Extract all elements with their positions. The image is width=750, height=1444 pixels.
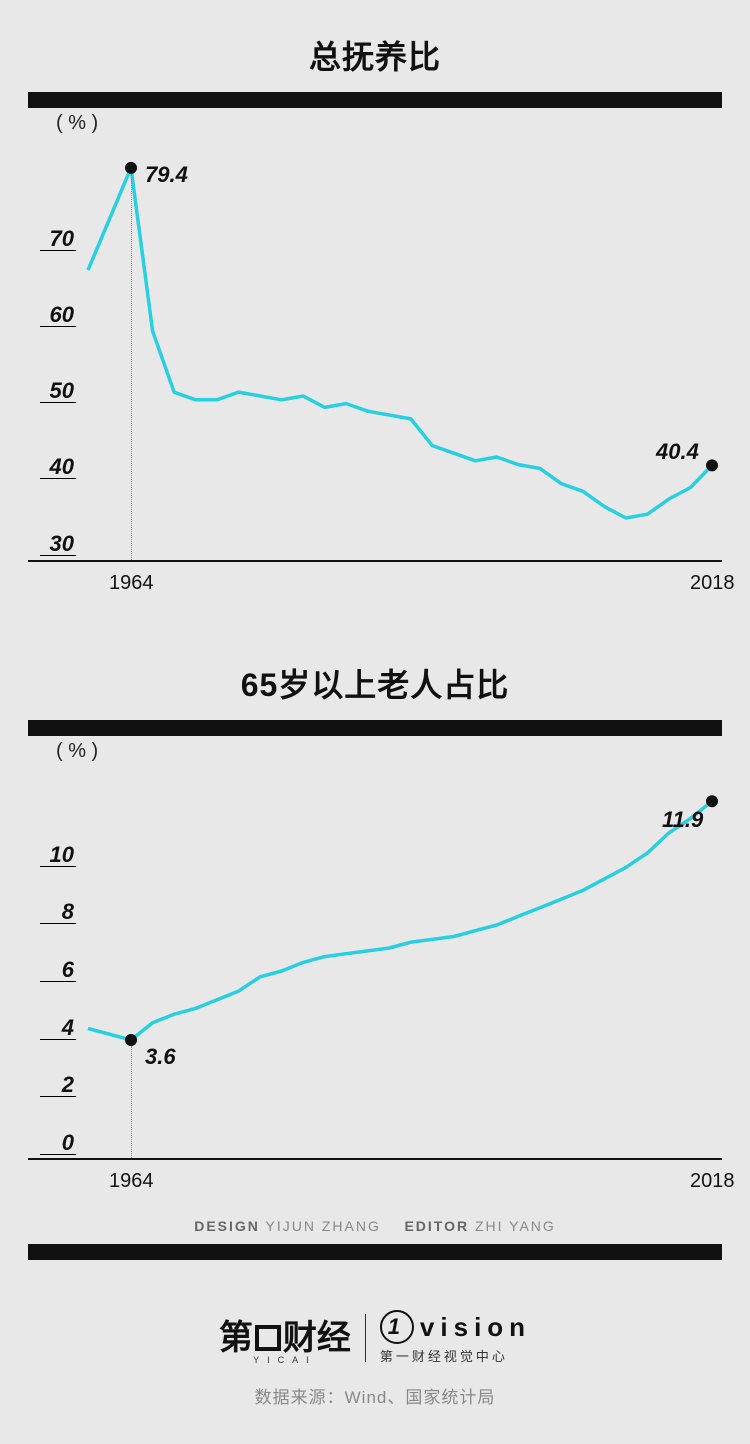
- y-tick-label: 10: [40, 842, 74, 868]
- y-tick-label: 6: [40, 957, 74, 983]
- credits-block: DESIGN YIJUN ZHANG EDITOR ZHI YANG: [28, 1218, 722, 1260]
- brand-yicai-text2: 财经: [283, 1319, 351, 1357]
- y-tick-underline: [40, 1096, 76, 1097]
- series-line: [88, 801, 712, 1040]
- y-tick-underline: [40, 1154, 76, 1155]
- y-tick-label: 0: [40, 1130, 74, 1156]
- source-value: Wind、国家统计局: [345, 1388, 496, 1407]
- y-tick-label: 2: [40, 1072, 74, 1098]
- y-tick-underline: [40, 981, 76, 982]
- design-name: YIJUN ZHANG: [266, 1218, 381, 1234]
- editor-name: ZHI YANG: [475, 1218, 556, 1234]
- y-tick-label: 4: [40, 1015, 74, 1041]
- brand-square-icon: [255, 1325, 281, 1351]
- brand-yicai-text: 第: [219, 1319, 253, 1357]
- x-tick-label: 1964: [109, 1170, 154, 1193]
- chart2-plot: [0, 0, 750, 1200]
- design-label: DESIGN: [194, 1218, 260, 1234]
- y-tick-underline: [40, 866, 76, 867]
- one-circle-icon: 1: [380, 1310, 414, 1344]
- vision-sub-text: 第一财经视觉中心: [380, 1346, 531, 1365]
- footer: 第财经 YICAI 1 vision 第一财经视觉中心 数据来源：Wind、国家…: [0, 1310, 750, 1408]
- vision-main-text: vision: [420, 1312, 531, 1343]
- brand-divider: [365, 1314, 366, 1362]
- x-tick-label: 2018: [690, 1170, 735, 1193]
- brand-yicai: 第财经 YICAI: [219, 1310, 351, 1365]
- y-tick-label: 8: [40, 899, 74, 925]
- marker-dot: [706, 795, 718, 807]
- brand-row: 第财经 YICAI 1 vision 第一财经视觉中心: [0, 1310, 750, 1365]
- source-line: 数据来源：Wind、国家统计局: [0, 1383, 750, 1408]
- marker-label: 3.6: [145, 1044, 176, 1070]
- credits-bar: [28, 1244, 722, 1260]
- chart2-dotted-line: [131, 1046, 132, 1158]
- editor-label: EDITOR: [404, 1218, 469, 1234]
- y-tick-underline: [40, 1039, 76, 1040]
- credits-text: DESIGN YIJUN ZHANG EDITOR ZHI YANG: [28, 1218, 722, 1234]
- chart2-baseline: [28, 1158, 722, 1160]
- y-tick-underline: [40, 923, 76, 924]
- brand-vision: 1 vision 第一财经视觉中心: [380, 1310, 531, 1365]
- source-label: 数据来源：: [255, 1388, 345, 1407]
- marker-dot: [125, 1034, 137, 1046]
- marker-label: 11.9: [662, 807, 703, 833]
